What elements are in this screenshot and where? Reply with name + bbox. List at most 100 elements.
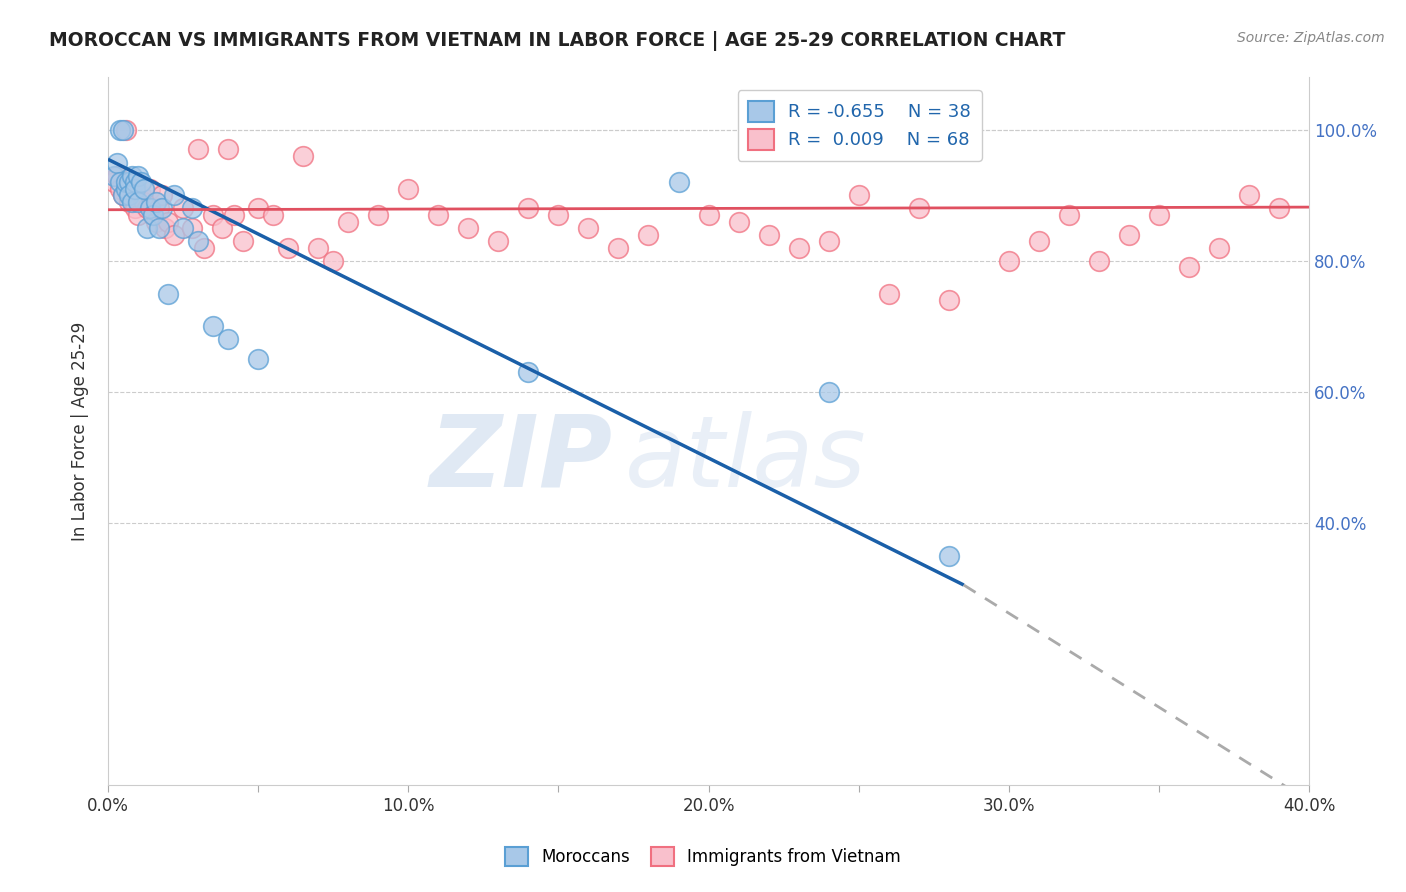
Point bbox=[637, 227, 659, 242]
Point bbox=[150, 202, 173, 216]
Point bbox=[132, 182, 155, 196]
Text: ZIP: ZIP bbox=[429, 411, 613, 508]
Point bbox=[139, 202, 162, 216]
Point bbox=[108, 123, 131, 137]
Point bbox=[121, 182, 143, 196]
Point bbox=[396, 182, 419, 196]
Text: MOROCCAN VS IMMIGRANTS FROM VIETNAM IN LABOR FORCE | AGE 25-29 CORRELATION CHART: MOROCCAN VS IMMIGRANTS FROM VIETNAM IN L… bbox=[49, 31, 1066, 51]
Point bbox=[111, 123, 134, 137]
Point bbox=[224, 208, 246, 222]
Point bbox=[427, 208, 450, 222]
Point bbox=[607, 241, 630, 255]
Point bbox=[124, 182, 146, 196]
Point bbox=[787, 241, 810, 255]
Point bbox=[697, 208, 720, 222]
Point bbox=[157, 286, 180, 301]
Point bbox=[907, 202, 929, 216]
Point bbox=[578, 221, 600, 235]
Point bbox=[118, 194, 141, 209]
Point bbox=[103, 169, 125, 183]
Point bbox=[938, 293, 960, 307]
Point bbox=[322, 253, 344, 268]
Point bbox=[124, 202, 146, 216]
Point bbox=[247, 352, 270, 367]
Point bbox=[121, 169, 143, 183]
Point bbox=[817, 384, 839, 399]
Point bbox=[118, 188, 141, 202]
Point bbox=[337, 214, 360, 228]
Point bbox=[998, 253, 1021, 268]
Point bbox=[121, 194, 143, 209]
Text: Source: ZipAtlas.com: Source: ZipAtlas.com bbox=[1237, 31, 1385, 45]
Point bbox=[517, 202, 540, 216]
Point bbox=[247, 202, 270, 216]
Point bbox=[938, 549, 960, 563]
Point bbox=[132, 194, 155, 209]
Point bbox=[848, 188, 870, 202]
Point bbox=[103, 175, 125, 189]
Text: atlas: atlas bbox=[624, 411, 866, 508]
Point bbox=[105, 155, 128, 169]
Point bbox=[486, 234, 509, 248]
Point bbox=[142, 208, 165, 222]
Point bbox=[217, 143, 239, 157]
Point bbox=[211, 221, 233, 235]
Point bbox=[1147, 208, 1170, 222]
Point bbox=[172, 202, 194, 216]
Point bbox=[817, 234, 839, 248]
Point bbox=[148, 202, 170, 216]
Point bbox=[727, 214, 749, 228]
Y-axis label: In Labor Force | Age 25-29: In Labor Force | Age 25-29 bbox=[72, 321, 89, 541]
Point bbox=[150, 188, 173, 202]
Point bbox=[139, 182, 162, 196]
Point bbox=[1268, 202, 1291, 216]
Point bbox=[118, 175, 141, 189]
Point bbox=[262, 208, 284, 222]
Point bbox=[148, 221, 170, 235]
Point bbox=[517, 365, 540, 379]
Point bbox=[232, 234, 254, 248]
Point bbox=[193, 241, 215, 255]
Point bbox=[1178, 260, 1201, 275]
Point bbox=[108, 182, 131, 196]
Point bbox=[124, 175, 146, 189]
Legend: Moroccans, Immigrants from Vietnam: Moroccans, Immigrants from Vietnam bbox=[498, 840, 908, 873]
Point bbox=[163, 188, 186, 202]
Point bbox=[108, 175, 131, 189]
Point bbox=[1088, 253, 1111, 268]
Point bbox=[187, 143, 209, 157]
Point bbox=[202, 208, 225, 222]
Point bbox=[145, 214, 167, 228]
Point bbox=[111, 188, 134, 202]
Point bbox=[1028, 234, 1050, 248]
Point bbox=[111, 188, 134, 202]
Point bbox=[129, 188, 152, 202]
Point bbox=[142, 208, 165, 222]
Point bbox=[127, 194, 149, 209]
Point bbox=[292, 149, 315, 163]
Point bbox=[127, 208, 149, 222]
Point bbox=[217, 333, 239, 347]
Point bbox=[457, 221, 479, 235]
Point bbox=[668, 175, 690, 189]
Point bbox=[163, 227, 186, 242]
Point bbox=[127, 169, 149, 183]
Point bbox=[547, 208, 569, 222]
Point bbox=[145, 194, 167, 209]
Point bbox=[1237, 188, 1260, 202]
Point bbox=[136, 202, 159, 216]
Point bbox=[877, 286, 900, 301]
Point bbox=[1057, 208, 1080, 222]
Point bbox=[105, 169, 128, 183]
Point bbox=[129, 175, 152, 189]
Point bbox=[187, 234, 209, 248]
Point bbox=[153, 221, 176, 235]
Legend: R = -0.655    N = 38, R =  0.009    N = 68: R = -0.655 N = 38, R = 0.009 N = 68 bbox=[738, 90, 981, 161]
Point bbox=[115, 123, 138, 137]
Point bbox=[202, 319, 225, 334]
Point bbox=[115, 182, 138, 196]
Point bbox=[172, 221, 194, 235]
Point bbox=[1118, 227, 1140, 242]
Point bbox=[307, 241, 329, 255]
Point bbox=[181, 202, 204, 216]
